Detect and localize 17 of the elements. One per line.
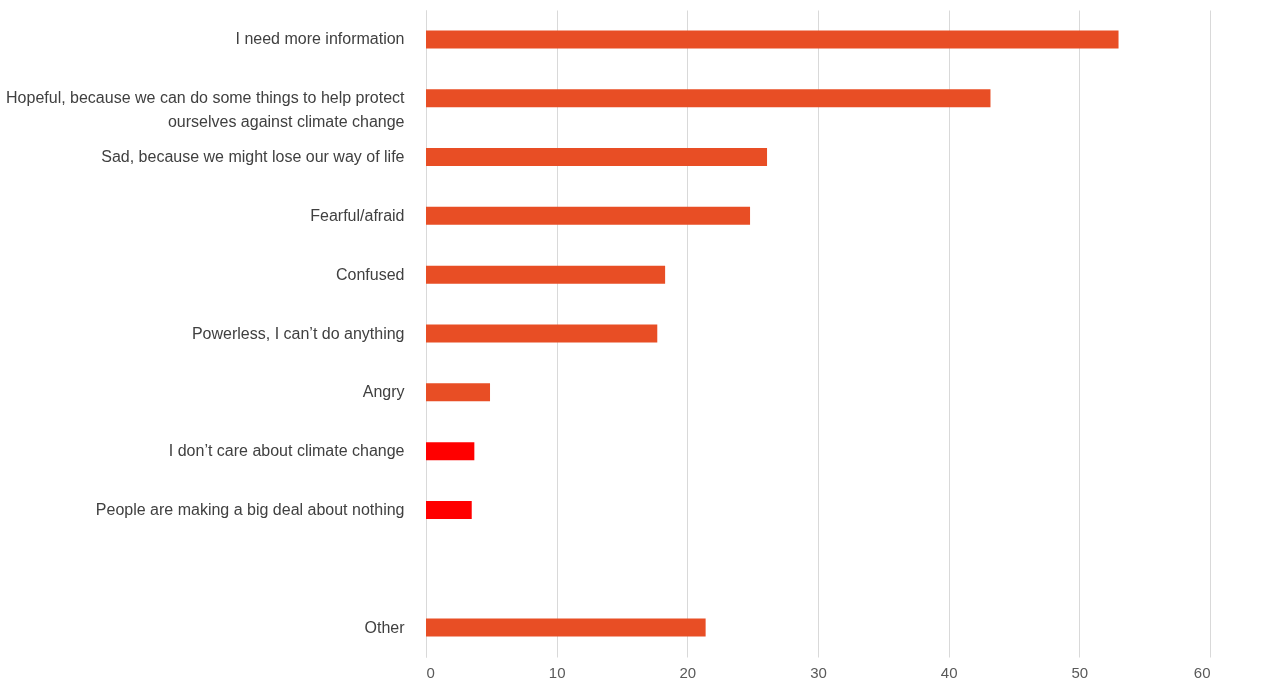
x-tick-label: 40 [940,663,958,681]
x-tick-label: 20 [679,663,697,681]
y-tick-label: Confused [336,265,405,283]
x-tick-label: 30 [810,663,827,681]
x-tick-label: 50 [1071,663,1089,681]
y-tick-label: Angry [362,383,405,401]
x-tick-label: 10 [548,663,566,681]
y-tick-label: Powerless, I can’t do anything [191,324,405,342]
y-tick-label: I need more information [235,30,405,48]
y-tick-label: Other [364,618,406,636]
y-tick-label: Hopeful, because we can do some things to help protect ourselves against climate change [6,89,406,131]
y-tick-label: People are making a big deal about nothing [95,500,405,518]
y-tick-label: I don’t care about climate change [168,442,405,460]
y-tick-label: Sad, because we might lose our way of life [101,148,405,166]
x-tick-label: 0 [426,663,435,681]
y-tick-label: Fearful/afraid [310,206,405,224]
x-tick-label: 60 [1193,663,1211,681]
